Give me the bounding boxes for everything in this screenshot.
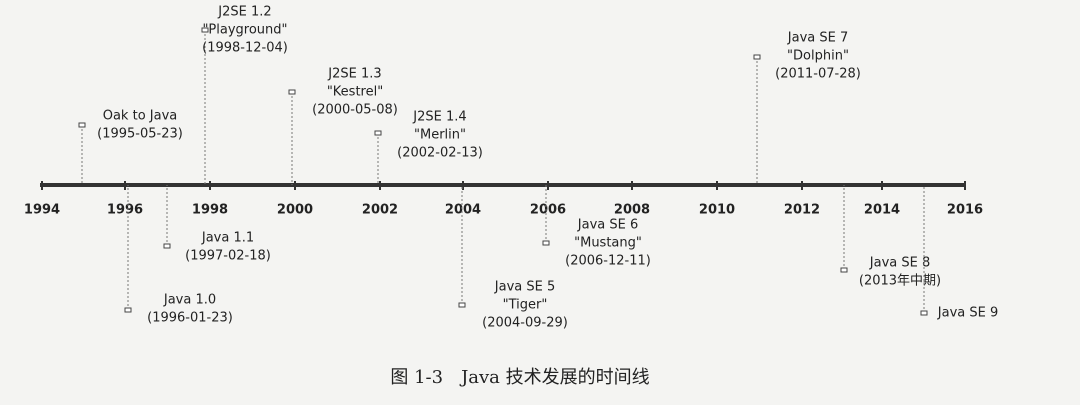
tick-label: 2008 [614, 203, 650, 218]
event-marker [920, 310, 928, 316]
event-label: J2SE 1.4 [412, 110, 466, 125]
tick-label: 2016 [947, 203, 983, 218]
tick-label: 2010 [699, 203, 735, 218]
event-marker [458, 302, 466, 308]
tick-label: 2012 [784, 203, 820, 218]
event-label: J2SE 1.2 [217, 5, 271, 20]
event-label: Oak to Java [103, 109, 178, 124]
tick-label: 2006 [530, 203, 566, 218]
event-marker [840, 267, 848, 273]
event-label: Java 1.1 [201, 231, 254, 246]
event-marker [78, 122, 86, 128]
tick-label: 2014 [864, 203, 900, 218]
tick-label: 1994 [24, 203, 60, 218]
event-marker [542, 240, 550, 246]
event-label: "Tiger" [503, 298, 548, 313]
event-label: "Merlin" [414, 128, 466, 143]
event-label: (1998-12-04) [202, 41, 288, 56]
event-label: (2013年中期) [859, 274, 941, 289]
event-label: (2011-07-28) [775, 67, 861, 82]
tick-label: 2000 [277, 203, 313, 218]
event-marker [163, 243, 171, 249]
event-label: J2SE 1.3 [327, 67, 381, 82]
tick-label: 2002 [362, 203, 398, 218]
event-marker [753, 54, 761, 60]
tick-label: 2004 [445, 203, 481, 218]
event-label: (1997-02-18) [185, 249, 271, 264]
event-label: Java SE 9 [937, 306, 998, 321]
event-label: Java 1.0 [163, 293, 216, 308]
event-label: Java SE 5 [494, 280, 555, 295]
tick-label: 1996 [107, 203, 143, 218]
event-label: "Kestrel" [327, 85, 383, 100]
event-marker [201, 27, 209, 33]
tick-label: 1998 [192, 203, 228, 218]
caption: 图 1-3 Java 技术发展的时间线 [390, 367, 649, 388]
event-marker [374, 130, 382, 136]
event-label: (2002-02-13) [397, 146, 483, 161]
event-label: Java SE 6 [577, 218, 638, 233]
event-label: (1995-05-23) [97, 127, 183, 142]
event-label: (2004-09-29) [482, 316, 568, 331]
event-marker [124, 307, 132, 313]
event-marker [288, 89, 296, 95]
event-label: "Playground" [202, 23, 287, 38]
event-label: "Dolphin" [787, 49, 849, 64]
event-label: Java SE 7 [787, 31, 848, 46]
event-label: "Mustang" [574, 236, 642, 251]
event-label: (1996-01-23) [147, 311, 233, 326]
event-label: (2000-05-08) [312, 103, 398, 118]
event-label: Java SE 8 [869, 256, 930, 271]
event-label: (2006-12-11) [565, 254, 651, 269]
